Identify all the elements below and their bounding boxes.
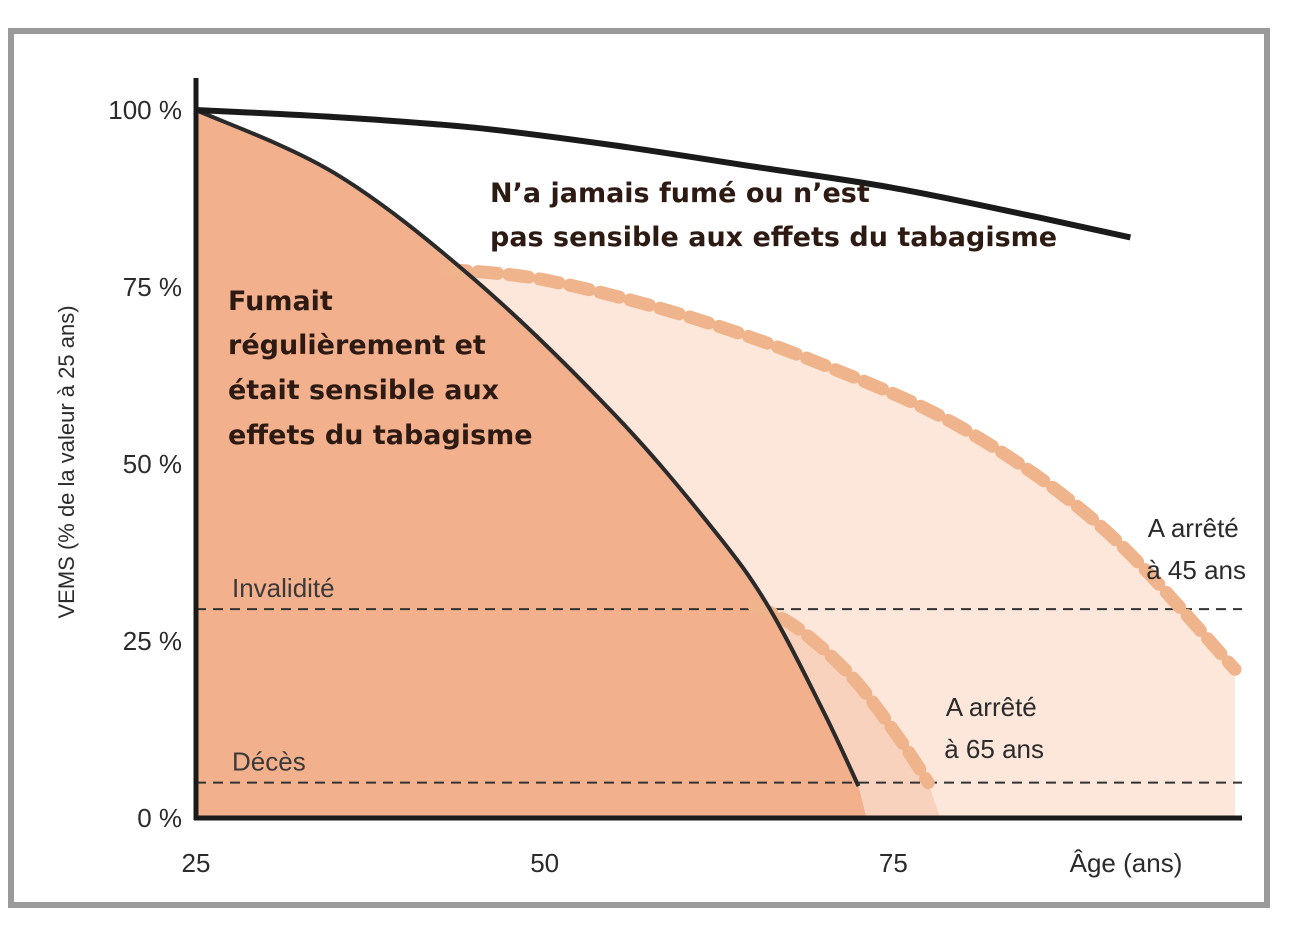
reference-label-deces: Décès — [232, 747, 306, 777]
annotation-smoker: Fumait régulièrement et était sensible a… — [228, 286, 533, 451]
annotation-stopped-45-line-2: à 45 ans — [1146, 555, 1246, 585]
x-tick-labels: 25 50 75 — [182, 848, 908, 878]
reference-label-invalidite: Invalidité — [232, 573, 335, 603]
y-tick-label: 75 % — [123, 272, 182, 302]
line-stopped-45 — [440, 262, 1242, 676]
annotation-stopped-65: A arrêté à 65 ans — [944, 692, 1044, 764]
axes — [193, 78, 1242, 821]
annotation-stopped-65-line-1: A arrêté — [946, 692, 1037, 722]
annotation-smoker-line-4: effets du tabagisme — [228, 420, 533, 451]
y-tick-label: 50 % — [123, 449, 182, 479]
annotation-never-smoked: N’a jamais fumé ou n’est pas sensible au… — [490, 178, 1057, 253]
annotation-stopped-65-line-2: à 65 ans — [944, 734, 1044, 764]
fill-smoker — [196, 110, 867, 818]
line-never-smoked — [195, 107, 1132, 241]
chart-frame: Invalidité Décès 0 % 25 % 50 % 75 % 100 % 25… — [8, 28, 1270, 908]
x-tick-label: 75 — [879, 848, 908, 878]
series-lines — [195, 107, 1242, 790]
y-axis-label: VEMS (% de la valeur à 25 ans) — [54, 305, 79, 618]
line-smoker — [195, 108, 861, 787]
chart: Invalidité Décès 0 % 25 % 50 % 75 % 100 % 25… — [54, 78, 1246, 878]
series-fills — [196, 110, 1236, 818]
annotation-stopped-45-line-1: A arrêté — [1148, 513, 1239, 543]
annotation-smoker-line-1: Fumait — [228, 286, 333, 317]
x-tick-label: 50 — [530, 848, 559, 878]
line-stopped-65 — [747, 599, 935, 790]
annotation-never-smoked-line-1: N’a jamais fumé ou n’est — [490, 178, 870, 209]
y-tick-label: 100 % — [108, 95, 182, 125]
y-tick-label: 25 % — [123, 626, 182, 656]
y-tick-labels: 0 % 25 % 50 % 75 % 100 % — [108, 95, 182, 833]
x-tick-label: 25 — [182, 848, 211, 878]
reference-lines: Invalidité Décès — [196, 573, 1242, 784]
x-axis-label: Âge (ans) — [1070, 848, 1183, 878]
annotation-stopped-45: A arrêté à 45 ans — [1146, 513, 1246, 585]
annotation-smoker-line-3: était sensible aux — [228, 375, 499, 406]
y-tick-label: 0 % — [137, 803, 182, 833]
annotation-never-smoked-line-2: pas sensible aux effets du tabagisme — [490, 222, 1057, 253]
annotation-smoker-line-2: régulièrement et — [228, 330, 486, 361]
